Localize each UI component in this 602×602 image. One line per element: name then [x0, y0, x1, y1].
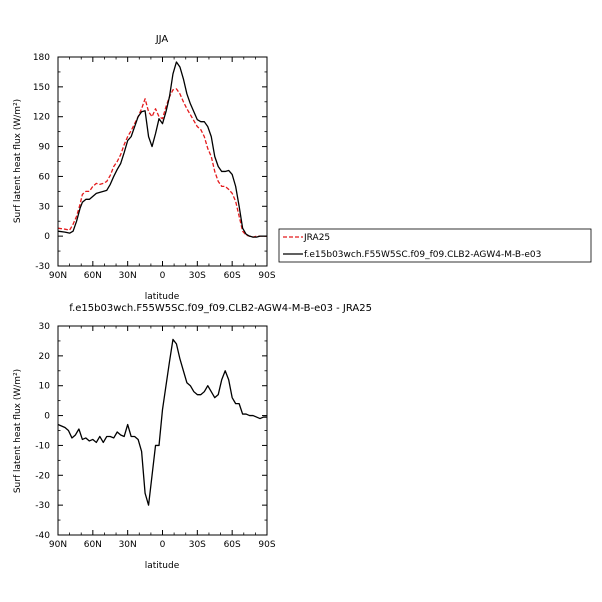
bottom-chart-title: f.e15b03wch.F55W5SC.f09_f09.CLB2-AGW4-M-…: [69, 303, 372, 314]
bottom-series-lines: [57, 338, 267, 506]
legend-box: [278, 228, 592, 263]
top-ytick-label: 90: [39, 143, 51, 153]
top-ytick-label: -30: [35, 262, 50, 272]
bottom-ytick-label: 30: [39, 322, 51, 332]
bottom-xtick-label: 60N: [84, 540, 102, 550]
legend: JRA25 f.e15b03wch.F55W5SC.f09_f09.CLB2-A…: [278, 228, 592, 263]
mean-latent-heat-flux-panel: JJA Surf latent heat flux (W/m²) latitud…: [13, 34, 276, 302]
top-plot-frame: [57, 56, 268, 267]
bottom-xtick-label: 60S: [224, 540, 241, 550]
top-series-line-0: [57, 88, 267, 238]
top-xtick-label: 90S: [258, 271, 275, 281]
bottom-ytick-label: -30: [35, 501, 50, 511]
bottom-y-axis-label: Surf latent heat flux (W/m²): [13, 369, 23, 493]
bottom-xtick-label: 30S: [189, 540, 206, 550]
top-x-axis-label: latitude: [145, 292, 180, 302]
legend-label-jra25: JRA25: [303, 233, 330, 243]
top-xtick-label: 90N: [49, 271, 67, 281]
bottom-series-line-0: [57, 338, 267, 506]
bottom-ytick-label: -10: [35, 441, 50, 451]
top-ytick-label: 120: [33, 113, 50, 123]
bottom-xtick-label: 30N: [119, 540, 137, 550]
top-xtick-label: 30S: [189, 271, 206, 281]
top-ytick-label: 60: [39, 172, 51, 182]
top-xtick-label: 30N: [119, 271, 137, 281]
top-ytick-label: 150: [33, 83, 50, 93]
top-ytick-label: 0: [44, 232, 50, 242]
top-series-line-1: [57, 61, 267, 238]
top-ytick-label: 180: [33, 53, 50, 63]
bottom-ytick-label: 20: [39, 352, 51, 362]
top-axis-ticks: 90N 60N 30N 0 30S 60S 90S -30 0 30 60 90 120 150 180: [33, 53, 276, 281]
legend-label-model: f.e15b03wch.F55W5SC.f09_f09.CLB2-AGW4-M-…: [304, 250, 541, 260]
bottom-xtick-label: 0: [160, 540, 166, 550]
bottom-ytick-label: -40: [35, 531, 50, 541]
bottom-ytick-label: 10: [39, 382, 51, 392]
bottom-xtick-label: 90N: [49, 540, 67, 550]
bottom-plot-frame: [57, 325, 268, 536]
top-xtick-label: 60S: [224, 271, 241, 281]
top-xtick-label: 60N: [84, 271, 102, 281]
top-ytick-label: 30: [39, 202, 51, 212]
top-chart-title: JJA: [155, 34, 169, 45]
top-xtick-label: 0: [160, 271, 166, 281]
bottom-ytick-label: 0: [44, 412, 50, 422]
bottom-x-axis-label: latitude: [145, 561, 180, 571]
difference-panel: f.e15b03wch.F55W5SC.f09_f09.CLB2-AGW4-M-…: [13, 303, 372, 571]
bottom-ytick-label: -20: [35, 471, 50, 481]
top-y-axis-label: Surf latent heat flux (W/m²): [13, 99, 23, 223]
top-series-lines: [57, 61, 267, 238]
bottom-xtick-label: 90S: [258, 540, 275, 550]
